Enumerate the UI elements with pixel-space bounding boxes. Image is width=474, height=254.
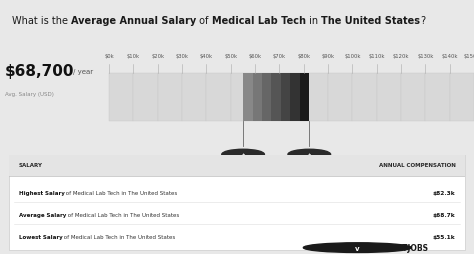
Bar <box>206 74 231 122</box>
Text: $130k: $130k <box>417 54 434 59</box>
Bar <box>133 74 158 122</box>
Text: Medical Lab Tech: Medical Lab Tech <box>212 15 306 25</box>
Text: VELVETJOBS: VELVETJOBS <box>377 243 429 252</box>
Bar <box>158 74 182 122</box>
Text: Highest Salary: Highest Salary <box>18 190 64 196</box>
Bar <box>281 74 291 122</box>
Bar <box>279 74 304 122</box>
Bar <box>231 74 255 122</box>
Text: ?: ? <box>420 15 425 25</box>
Bar <box>291 74 300 122</box>
Text: $68.7k: $68.7k <box>433 212 456 217</box>
Text: of Medical Lab Tech in The United States: of Medical Lab Tech in The United States <box>64 190 178 196</box>
Text: of: of <box>196 15 212 25</box>
Bar <box>401 74 425 122</box>
Bar <box>304 74 328 122</box>
Text: ANNUAL COMPENSATION: ANNUAL COMPENSATION <box>379 163 456 167</box>
Bar <box>182 74 206 122</box>
Bar <box>262 74 272 122</box>
Text: $90k: $90k <box>321 54 335 59</box>
Text: $68,700: $68,700 <box>5 64 74 79</box>
Text: of Medical Lab Tech in The United States: of Medical Lab Tech in The United States <box>66 212 179 217</box>
Text: $150k+: $150k+ <box>464 54 474 59</box>
Text: Avg. Salary (USD): Avg. Salary (USD) <box>5 92 54 97</box>
Text: $82.3k: $82.3k <box>433 190 456 196</box>
Bar <box>377 74 401 122</box>
Bar <box>425 74 450 122</box>
Text: Average Annual Salary: Average Annual Salary <box>71 15 196 25</box>
Bar <box>300 74 309 122</box>
Text: $40k: $40k <box>200 54 213 59</box>
Text: / year: / year <box>73 68 93 74</box>
Bar <box>253 74 262 122</box>
Bar <box>450 74 474 122</box>
Text: SALARY: SALARY <box>18 163 43 167</box>
Text: $20k: $20k <box>151 54 164 59</box>
Circle shape <box>303 243 411 252</box>
Text: $140k: $140k <box>441 54 458 59</box>
Text: of Medical Lab Tech in The United States: of Medical Lab Tech in The United States <box>62 234 175 239</box>
Circle shape <box>288 150 330 160</box>
Text: $0k: $0k <box>104 54 114 59</box>
Text: $120k: $120k <box>393 54 409 59</box>
Bar <box>328 74 352 122</box>
Text: v: v <box>355 245 360 251</box>
Bar <box>255 74 279 122</box>
Text: Lowest Salary: Lowest Salary <box>18 234 62 239</box>
Text: $10k: $10k <box>127 54 140 59</box>
Text: $: $ <box>308 152 311 157</box>
Text: $80k: $80k <box>297 54 310 59</box>
Text: What is the: What is the <box>12 15 71 25</box>
Bar <box>109 74 133 122</box>
Text: in: in <box>306 15 321 25</box>
Text: $50k: $50k <box>224 54 237 59</box>
FancyBboxPatch shape <box>9 155 465 250</box>
Bar <box>352 74 377 122</box>
Text: $: $ <box>241 152 245 157</box>
Text: $55.1k: $55.1k <box>433 234 456 239</box>
Text: $70k: $70k <box>273 54 286 59</box>
Bar <box>9 155 465 176</box>
Text: The United States: The United States <box>321 15 420 25</box>
Text: $100k: $100k <box>344 54 361 59</box>
Bar <box>272 74 281 122</box>
Text: Average Salary: Average Salary <box>18 212 66 217</box>
Circle shape <box>222 150 264 160</box>
Bar <box>243 74 253 122</box>
Text: $110k: $110k <box>368 54 385 59</box>
Text: $60k: $60k <box>248 54 262 59</box>
Text: $30k: $30k <box>175 54 189 59</box>
